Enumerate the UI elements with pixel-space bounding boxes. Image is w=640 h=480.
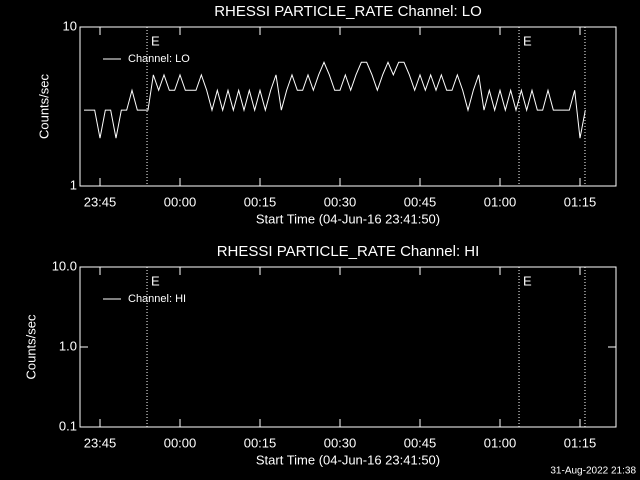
x-tick-label: 01:00: [484, 435, 517, 450]
series-line: [84, 60, 586, 139]
x-tick-label: 01:15: [564, 194, 597, 209]
footer: 31-Aug-2022 21:38: [550, 466, 636, 477]
y-tick-label: 1.0: [59, 338, 77, 353]
x-tick-label: 00:15: [244, 435, 277, 450]
plot-frame: [79, 26, 617, 187]
chart-title: RHESSI PARTICLE_RATE Channel: LO: [214, 3, 482, 20]
y-tick-label: 10.0: [52, 258, 77, 273]
chart-title: RHESSI PARTICLE_RATE Channel: HI: [217, 243, 480, 260]
x-tick-label: 23:45: [84, 194, 117, 209]
marker-label: E: [523, 273, 532, 288]
x-tick-label: 01:15: [564, 435, 597, 450]
x-tick-label: 00:30: [324, 194, 357, 209]
x-tick-label: 01:00: [484, 194, 517, 209]
y-tick-label: 1: [70, 177, 77, 192]
marker-label: E: [151, 33, 160, 48]
marker-label: E: [523, 33, 532, 48]
x-tick-label: 00:30: [324, 435, 357, 450]
x-tick-label: 23:45: [84, 435, 117, 450]
x-tick-label: 00:00: [164, 435, 197, 450]
marker-label: E: [151, 273, 160, 288]
x-axis-label: Start Time (04-Jun-16 23:41:50): [256, 211, 440, 226]
plot-frame: [79, 266, 617, 428]
x-tick-label: 00:15: [244, 194, 277, 209]
legend-label: Channel: HI: [128, 293, 186, 305]
x-tick-label: 00:00: [164, 194, 197, 209]
y-axis-label: Counts/sec: [23, 314, 38, 380]
x-tick-label: 00:45: [404, 194, 437, 209]
y-axis-label: Counts/sec: [36, 73, 51, 139]
x-tick-label: 00:45: [404, 435, 437, 450]
legend-label: Channel: LO: [128, 53, 190, 65]
y-tick-label: 10: [63, 18, 77, 33]
x-axis-label: Start Time (04-Jun-16 23:41:50): [256, 452, 440, 467]
y-tick-label: 0.1: [59, 418, 77, 433]
